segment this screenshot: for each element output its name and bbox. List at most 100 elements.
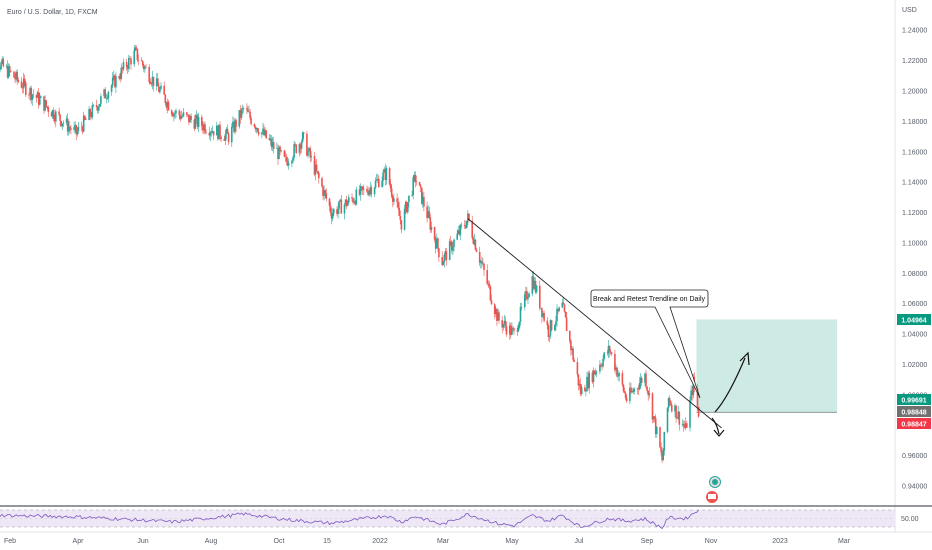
candle (195, 110, 198, 125)
candle (166, 98, 169, 114)
candle (367, 186, 369, 197)
candle (14, 73, 16, 84)
candle (219, 121, 221, 141)
candle (353, 197, 355, 204)
candle (84, 114, 86, 121)
candle (100, 93, 102, 108)
candle (277, 144, 279, 165)
candle (509, 322, 511, 340)
candle (453, 238, 455, 252)
candle (31, 93, 33, 106)
candle (328, 197, 331, 212)
candle (481, 256, 483, 269)
candle (511, 322, 513, 336)
candle (617, 370, 619, 381)
candle (5, 63, 8, 69)
candle (6, 60, 9, 79)
candle (293, 140, 295, 161)
candle (152, 76, 155, 92)
projection-arrow-up[interactable] (714, 351, 750, 413)
candle (76, 127, 79, 137)
candle (208, 126, 211, 140)
candle (497, 308, 499, 321)
annotation-callout[interactable]: Break and Retest Trendline on Daily (590, 289, 709, 399)
candle (322, 184, 324, 200)
candle (600, 362, 602, 368)
candle (45, 99, 47, 108)
candle (592, 367, 595, 388)
badge-entry-text: 0.98848 (901, 410, 926, 417)
candle (133, 45, 135, 68)
candle (569, 330, 571, 344)
candle (0, 66, 1, 73)
candle (205, 129, 207, 135)
candle (475, 247, 478, 253)
candle (377, 173, 379, 184)
candle (336, 206, 338, 217)
candle (662, 448, 664, 461)
candle (644, 372, 646, 387)
badge-target-text: 1.04964 (901, 318, 926, 325)
candle (448, 238, 451, 261)
candle (223, 136, 226, 141)
time-tick-label: Nov (705, 538, 718, 545)
candle (457, 225, 459, 235)
candle (466, 220, 468, 229)
badge-entry (897, 406, 931, 417)
long-position-target-zone[interactable] (696, 319, 838, 413)
candle (128, 54, 130, 73)
candle (181, 113, 184, 118)
candle (238, 110, 241, 129)
candle (70, 125, 72, 135)
candle (690, 385, 692, 403)
candle (81, 124, 84, 135)
candle (121, 66, 124, 74)
candle (468, 213, 470, 223)
candle (352, 197, 354, 205)
candle (603, 351, 605, 361)
candle (639, 373, 642, 389)
candle (178, 109, 181, 120)
candle (25, 80, 27, 97)
candle (43, 96, 45, 114)
candle (22, 72, 25, 94)
candle (490, 294, 493, 305)
candle (374, 177, 377, 189)
candle (398, 201, 400, 216)
trendline[interactable] (467, 218, 722, 429)
candle (351, 193, 353, 202)
candle (428, 206, 431, 219)
candle (556, 304, 558, 327)
candle (254, 125, 257, 133)
candle (257, 128, 260, 137)
candle (691, 386, 693, 401)
candle (438, 247, 440, 263)
candle (636, 387, 639, 395)
symbol-title: Euro / U.S. Dollar, 1D, FXCM (7, 9, 98, 16)
candle (315, 159, 318, 173)
candle (286, 156, 289, 167)
candle (595, 370, 598, 378)
event-markers[interactable] (706, 476, 721, 504)
candle (418, 181, 421, 186)
candle (272, 136, 275, 154)
candle (546, 317, 549, 330)
candle (661, 447, 663, 463)
candle (227, 131, 230, 146)
candle (677, 405, 679, 420)
candle (2, 56, 5, 68)
candle (339, 198, 341, 202)
projection-arrow-down[interactable] (711, 417, 725, 437)
candle (638, 377, 641, 391)
candle (482, 257, 484, 266)
candle (201, 114, 203, 131)
candle (654, 414, 657, 438)
candle (422, 192, 424, 208)
candle (172, 112, 174, 118)
candle (256, 127, 259, 133)
candle (58, 107, 60, 117)
price-tick-label: 1.18000 (902, 119, 927, 126)
candle (89, 107, 91, 121)
candle (96, 106, 99, 114)
